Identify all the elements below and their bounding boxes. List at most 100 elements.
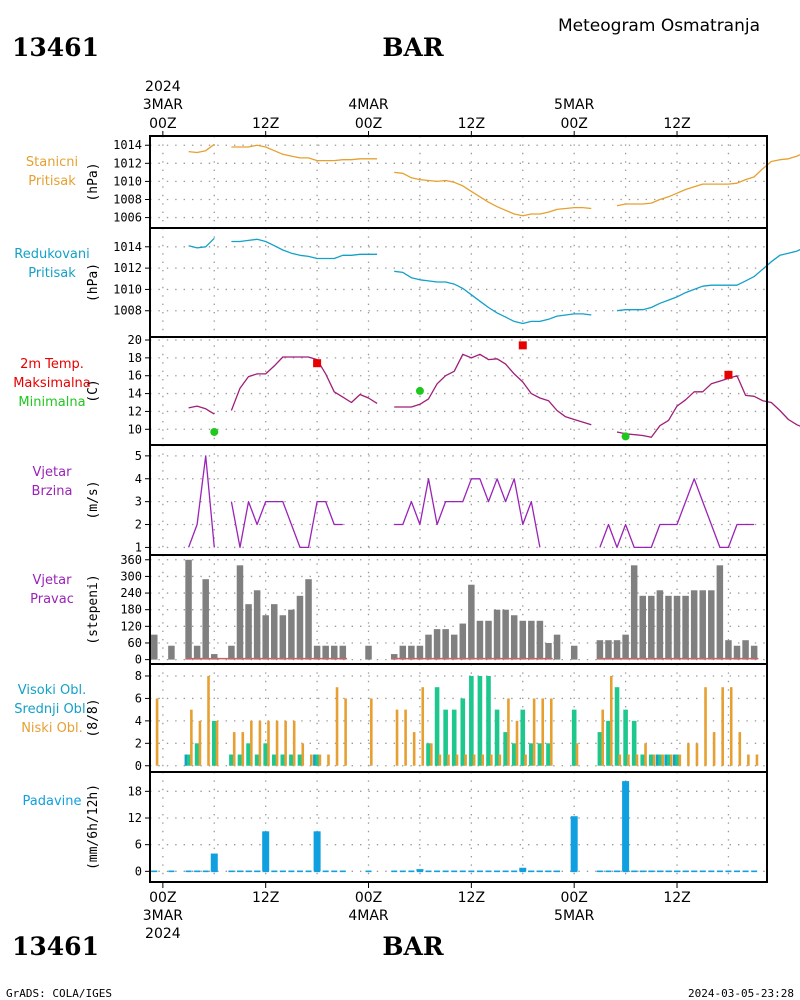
cloud-bar xyxy=(232,732,236,766)
direction-bar xyxy=(185,559,192,660)
chart-frame xyxy=(149,135,768,883)
panel-reduced_pressure: 1008 1010 1012 1014 Redukovani Pritisak (hPa) xyxy=(14,228,800,337)
y-tick-label: 1010 xyxy=(113,282,142,296)
cloud-bar xyxy=(712,732,716,766)
direction-bar xyxy=(485,620,492,660)
cloud-bar xyxy=(541,698,545,766)
time-tick-label: 12Z xyxy=(458,116,485,132)
y-tick-label: 20 xyxy=(128,333,142,347)
y-tick-label: 120 xyxy=(120,619,142,633)
chart-title: Meteogram Osmatranja xyxy=(558,16,760,36)
cloud-bar xyxy=(704,687,707,766)
direction-bar xyxy=(228,645,235,660)
series-line xyxy=(394,353,592,426)
cloud-bar xyxy=(421,687,425,766)
direction-bar xyxy=(553,634,561,660)
tmax-marker xyxy=(724,370,733,379)
panel-label: Visoki Obl. xyxy=(18,683,86,698)
cloud-bar xyxy=(477,675,483,766)
series-line xyxy=(231,238,378,260)
cloud-bar xyxy=(430,743,433,766)
cloud-bar xyxy=(498,754,502,766)
series-line xyxy=(230,500,343,549)
cloud-bar xyxy=(246,743,251,766)
unit-label: (stepeni) xyxy=(86,574,101,644)
cloud-bar xyxy=(721,687,724,766)
direction-bar xyxy=(528,620,535,660)
cloud-bar xyxy=(443,709,448,766)
year-label: 2024 xyxy=(145,926,181,942)
cloud-bar xyxy=(404,709,407,766)
direction-bar xyxy=(622,634,629,660)
series-line xyxy=(616,154,800,207)
cloud-bar xyxy=(755,754,759,766)
y-tick-label: 12 xyxy=(128,811,142,825)
cloud-bar xyxy=(297,754,303,766)
panel-label: Redukovani xyxy=(14,247,89,262)
cloud-bar xyxy=(292,720,296,766)
cloud-bar xyxy=(515,720,519,766)
cloud-bar xyxy=(537,743,543,766)
direction-bar xyxy=(708,590,715,660)
cloud-bar xyxy=(258,720,262,766)
cloud-bar xyxy=(267,720,270,766)
tmax-marker xyxy=(518,341,527,350)
cloud-bar xyxy=(623,709,628,766)
cloud-bar xyxy=(237,754,243,766)
direction-bar xyxy=(468,584,475,660)
unit-label: (8/8) xyxy=(86,698,101,737)
cloud-bar xyxy=(532,698,536,766)
series-line xyxy=(394,270,592,325)
direction-bar xyxy=(322,645,329,660)
cloud-bar xyxy=(155,698,159,766)
direction-bar xyxy=(399,645,407,660)
direction-bar xyxy=(305,579,312,660)
cloud-bar xyxy=(464,754,467,766)
series-line xyxy=(394,478,541,548)
y-tick-label: 5 xyxy=(135,449,142,463)
direction-bar xyxy=(271,604,278,660)
direction-bar xyxy=(313,645,321,660)
direction-bar xyxy=(151,634,158,660)
cloud-bar xyxy=(395,709,399,766)
direction-bar xyxy=(605,640,612,660)
direction-bar xyxy=(476,620,484,660)
time-tick-label: 00Z xyxy=(149,116,176,132)
time-tick-label: 12Z xyxy=(663,116,690,132)
cloud-bar xyxy=(412,732,416,766)
cloud-bar xyxy=(494,709,500,766)
date-label: 3MAR xyxy=(143,908,184,924)
cloud-bar xyxy=(284,720,287,766)
y-tick-label: 0 xyxy=(135,864,142,878)
direction-bar xyxy=(365,645,372,660)
cloud-bar xyxy=(289,754,294,766)
y-tick-label: 8 xyxy=(135,669,142,683)
cloud-bar xyxy=(313,754,316,766)
panel-label: Maksimalna xyxy=(13,376,91,391)
cloud-bar xyxy=(370,698,373,766)
panel-frame xyxy=(149,771,768,883)
tmin-marker xyxy=(415,386,424,395)
panel-label: Vjetar xyxy=(33,573,73,588)
y-tick-label: 180 xyxy=(120,603,142,617)
panel-station_pressure: 1006 1008 1010 1012 1014 Stanicni Pritisak (hPa… xyxy=(26,136,800,228)
station-name-top: BAR xyxy=(382,33,444,62)
series-line xyxy=(188,237,215,249)
cloud-bar xyxy=(673,754,676,766)
direction-bar xyxy=(716,565,724,660)
direction-bar xyxy=(630,565,638,660)
station-id-bottom: 13461 xyxy=(12,932,99,961)
direction-bar xyxy=(425,634,432,660)
direction-bar xyxy=(613,640,621,660)
cloud-bar xyxy=(674,754,680,766)
cloud-bar xyxy=(344,698,347,766)
cloud-bar xyxy=(460,698,466,766)
cloud-bar xyxy=(738,732,742,766)
cloud-bar xyxy=(215,720,219,766)
time-tick-label: 12Z xyxy=(663,890,690,906)
series-line xyxy=(616,375,800,438)
y-tick-label: 6 xyxy=(135,691,142,705)
direction-bar xyxy=(750,645,758,660)
series-line xyxy=(231,144,378,162)
series-line xyxy=(394,171,592,217)
